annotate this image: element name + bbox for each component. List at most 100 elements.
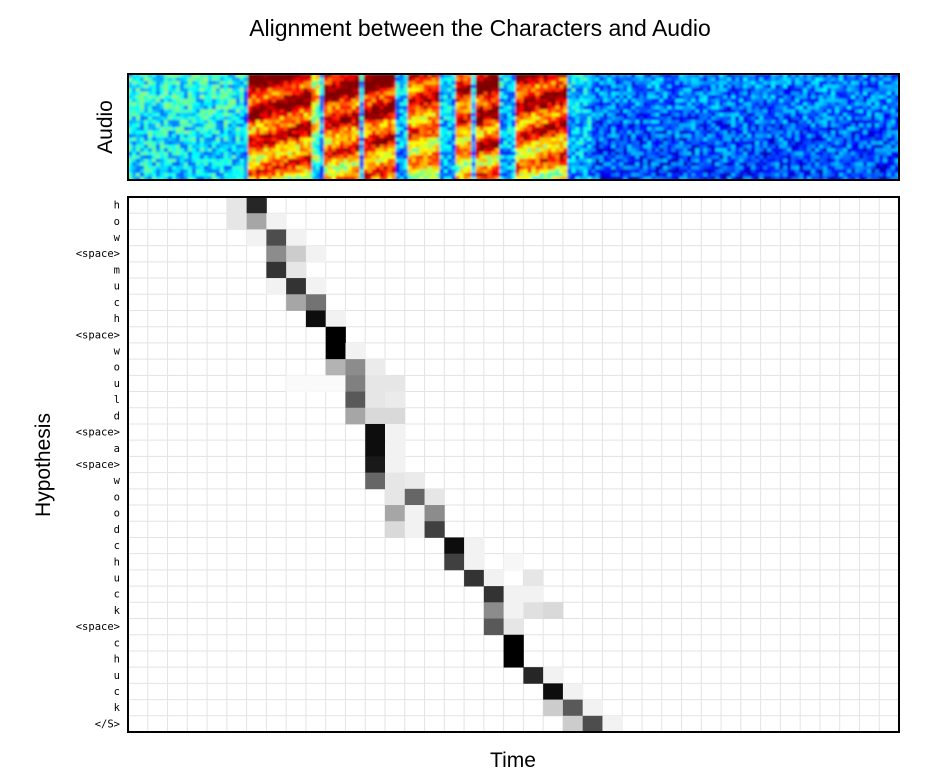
spectrogram-cell bbox=[255, 144, 261, 149]
spectrogram-cell bbox=[391, 74, 397, 79]
spectrogram-cell bbox=[363, 81, 369, 86]
spectrogram-cell bbox=[783, 105, 788, 110]
spectrogram-cell bbox=[163, 119, 169, 125]
spectrogram-cell bbox=[291, 84, 297, 89]
spectrogram-cell bbox=[315, 105, 321, 110]
spectrogram-cell bbox=[423, 162, 429, 167]
spectrogram-cell bbox=[175, 84, 181, 89]
spectrogram-cell bbox=[415, 141, 421, 146]
spectrogram-cell bbox=[183, 148, 189, 153]
spectrogram-cell bbox=[551, 158, 557, 163]
spectrogram-cell bbox=[711, 151, 716, 156]
spectrogram-cell bbox=[547, 98, 553, 103]
spectrogram-cell bbox=[775, 155, 780, 160]
spectrogram-cell bbox=[771, 109, 776, 114]
spectrogram-cell bbox=[651, 137, 656, 142]
spectrogram-cell bbox=[679, 105, 684, 110]
spectrogram-cell bbox=[607, 116, 612, 121]
spectrogram-cell bbox=[311, 151, 317, 156]
spectrogram-cell bbox=[631, 134, 636, 139]
spectrogram-cell bbox=[715, 165, 720, 170]
spectrogram-cell bbox=[783, 74, 788, 79]
spectrogram-cell bbox=[687, 127, 692, 132]
spectrogram-cell bbox=[675, 141, 680, 146]
spectrogram-cell bbox=[547, 141, 553, 146]
spectrogram-cell bbox=[583, 134, 588, 139]
spectrogram-cell bbox=[139, 155, 145, 160]
spectrogram-cell bbox=[355, 137, 361, 142]
spectrogram-cell bbox=[259, 127, 265, 132]
spectrogram-cell bbox=[767, 148, 772, 153]
spectrogram-cell bbox=[151, 105, 157, 110]
spectrogram-cell bbox=[575, 144, 581, 149]
spectrogram-cell bbox=[679, 137, 684, 142]
spectrogram-cell bbox=[583, 116, 588, 121]
spectrogram-cell bbox=[191, 84, 197, 89]
spectrogram-cell bbox=[767, 155, 772, 160]
spectrogram-cell bbox=[555, 155, 561, 160]
spectrogram-cell bbox=[187, 127, 193, 132]
spectrogram-cell bbox=[763, 112, 768, 117]
spectrogram-cell bbox=[395, 127, 401, 132]
spectrogram-cell bbox=[475, 119, 481, 125]
spectrogram-cell bbox=[331, 84, 337, 89]
spectrogram-cell bbox=[603, 155, 608, 160]
spectrogram-cell bbox=[563, 116, 569, 121]
spectrogram-cell bbox=[251, 123, 257, 128]
spectrogram-cell bbox=[399, 176, 405, 180]
spectrogram-cell bbox=[367, 176, 373, 180]
spectrogram-cell bbox=[623, 74, 628, 79]
spectrogram-cell bbox=[163, 165, 169, 170]
spectrogram-cell bbox=[331, 81, 337, 86]
spectrogram-cell bbox=[623, 130, 628, 135]
spectrogram-cell bbox=[663, 165, 668, 170]
spectrogram-cell bbox=[611, 105, 616, 110]
spectrogram-cell bbox=[739, 109, 744, 114]
spectrogram-cell bbox=[135, 105, 141, 110]
spectrogram-cell bbox=[579, 112, 584, 117]
spectrogram-cell bbox=[659, 74, 664, 79]
spectrogram-cell bbox=[319, 169, 325, 174]
spectrogram-cell bbox=[731, 158, 736, 163]
spectrogram-cell bbox=[219, 102, 225, 107]
spectrogram-cell bbox=[431, 77, 437, 82]
spectrogram-cell bbox=[275, 81, 281, 86]
spectrogram-cell bbox=[599, 176, 604, 180]
spectrogram-cell bbox=[191, 148, 197, 153]
spectrogram-cell bbox=[611, 151, 616, 156]
spectrogram-cell bbox=[611, 77, 616, 82]
spectrogram-cell bbox=[599, 112, 604, 117]
spectrogram-cell bbox=[387, 123, 393, 128]
spectrogram-cell bbox=[611, 95, 616, 100]
spectrogram-cell bbox=[523, 134, 529, 139]
spectrogram-cell bbox=[211, 137, 217, 142]
spectrogram-cell bbox=[367, 130, 373, 135]
spectrogram-cell bbox=[735, 102, 740, 107]
spectrogram-cell bbox=[779, 158, 784, 163]
spectrogram-cell bbox=[275, 158, 281, 163]
spectrogram-cell bbox=[683, 137, 688, 142]
spectrogram-cell bbox=[359, 91, 365, 96]
spectrogram-cell bbox=[299, 158, 305, 163]
spectrogram-cell bbox=[135, 141, 141, 146]
spectrogram-cell bbox=[187, 162, 193, 167]
spectrogram-cell bbox=[347, 84, 353, 89]
spectrogram-cell bbox=[539, 144, 545, 149]
spectrogram-cell bbox=[591, 158, 596, 163]
spectrogram-cell bbox=[367, 109, 373, 114]
spectrogram-cell bbox=[539, 158, 545, 163]
spectrogram-cell bbox=[171, 130, 177, 135]
spectrogram-cell bbox=[399, 91, 405, 96]
spectrogram-cell bbox=[667, 172, 672, 178]
spectrogram-cell bbox=[335, 112, 341, 117]
spectrogram-cell bbox=[267, 155, 273, 160]
spectrogram-cell bbox=[279, 169, 285, 174]
spectrogram-cell bbox=[283, 98, 289, 103]
spectrogram-cell bbox=[703, 134, 708, 139]
spectrogram-cell bbox=[135, 127, 141, 132]
spectrogram-cell bbox=[739, 77, 744, 82]
spectrogram-cell bbox=[207, 144, 213, 149]
spectrogram-cell bbox=[159, 74, 165, 79]
spectrogram-cell bbox=[435, 144, 441, 149]
spectrogram-cell bbox=[515, 105, 521, 110]
